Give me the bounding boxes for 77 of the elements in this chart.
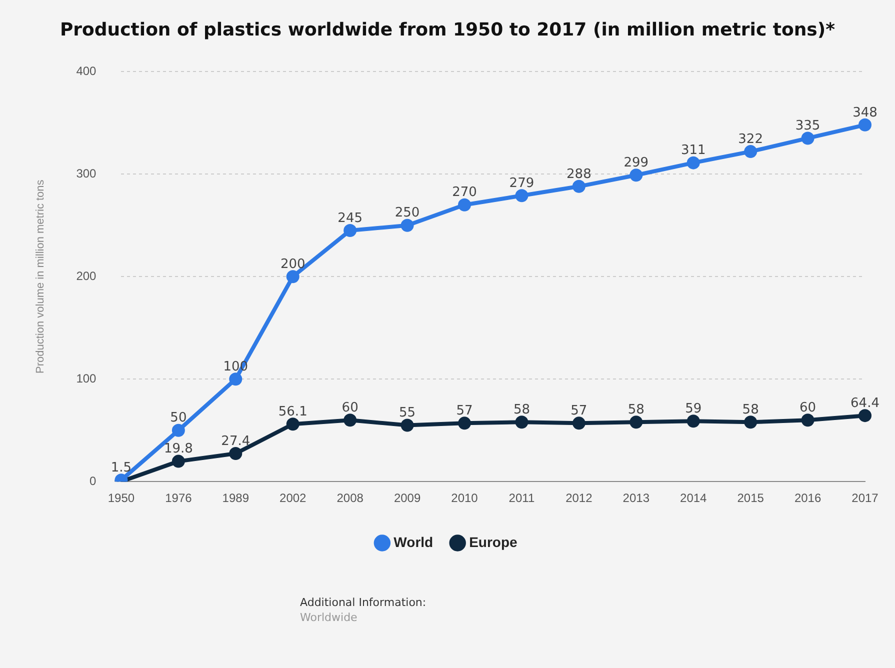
point [801, 132, 814, 145]
y-tick-label: 400 [76, 64, 97, 78]
data-label: 270 [452, 185, 477, 200]
data-label: 58 [628, 402, 644, 418]
point [458, 198, 472, 212]
text: Worldwide [300, 611, 358, 624]
data-label: 322 [738, 132, 763, 147]
point [344, 224, 357, 237]
point [858, 118, 872, 132]
data-label: 245 [338, 210, 362, 226]
point [400, 218, 414, 232]
x-tick-label: 2013 [622, 491, 650, 506]
point [572, 180, 586, 193]
data-label: 59 [685, 402, 702, 416]
data-label: 27.4 [221, 434, 250, 449]
chart-title: Production of plastics worldwide from 1950 to 2017 (in million metric tons)* [60, 19, 836, 40]
y-tick-label: 100 [76, 371, 97, 386]
x-tick-label: 1976 [165, 491, 192, 506]
point [744, 416, 758, 429]
x-tick-label: 2009 [394, 491, 421, 506]
point [172, 454, 185, 468]
x-tick-label: 1950 [108, 491, 135, 506]
data-label: 311 [680, 143, 706, 158]
point [400, 418, 414, 432]
point [458, 416, 472, 430]
data-label: 1.5 [110, 460, 132, 476]
point [515, 189, 528, 202]
data-label: 57 [456, 404, 473, 419]
y-tick-label: 200 [76, 268, 97, 283]
data-label: 299 [624, 156, 649, 170]
data-label: 64.4 [850, 396, 880, 411]
point [515, 416, 528, 429]
point [686, 156, 700, 170]
point [744, 145, 758, 158]
x-tick-label: 1989 [222, 491, 250, 506]
data-label: 57 [570, 404, 588, 419]
legend-label: Europe [469, 534, 518, 550]
point [801, 414, 814, 427]
data-label: 50 [170, 410, 187, 426]
point [286, 418, 300, 431]
data-label: 58 [742, 402, 759, 418]
x-tick-label: 2017 [852, 491, 879, 506]
point [286, 270, 300, 284]
data-label: 55 [399, 406, 416, 421]
point [686, 414, 700, 428]
x-tick-label: 2016 [794, 491, 822, 506]
data-label: 19.8 [164, 442, 193, 457]
data-label: 348 [852, 105, 878, 120]
point [344, 414, 357, 427]
point [572, 416, 586, 430]
x-tick-label: 2012 [566, 491, 593, 506]
point [229, 372, 242, 386]
point [858, 409, 872, 422]
point [630, 168, 643, 182]
x-tick-label: 2015 [737, 491, 764, 506]
data-label: 250 [394, 206, 420, 221]
data-label: 279 [509, 176, 534, 191]
y-tick-label: 300 [76, 166, 97, 180]
x-tick-label: 2008 [336, 491, 364, 506]
data-label: 288 [566, 166, 592, 182]
text: Additional Information: [300, 596, 426, 609]
y-axis-title: Production volume in million metric tons [34, 179, 47, 374]
x-tick-label: 2011 [508, 491, 535, 506]
data-label: 200 [280, 256, 306, 272]
y-tick-label: 0 [90, 474, 97, 488]
x-tick-label: 2010 [451, 491, 478, 506]
x-tick-label: 2014 [680, 491, 708, 506]
point [172, 424, 185, 437]
data-label: 60 [342, 400, 358, 416]
point [229, 447, 242, 460]
data-label: 60 [800, 400, 816, 416]
x-tick-label: 2002 [280, 491, 307, 506]
data-label: 58 [513, 402, 530, 418]
point [630, 416, 643, 429]
legend-label: World [394, 534, 434, 550]
data-label: 335 [795, 118, 820, 134]
data-label: 56.1 [278, 404, 308, 420]
